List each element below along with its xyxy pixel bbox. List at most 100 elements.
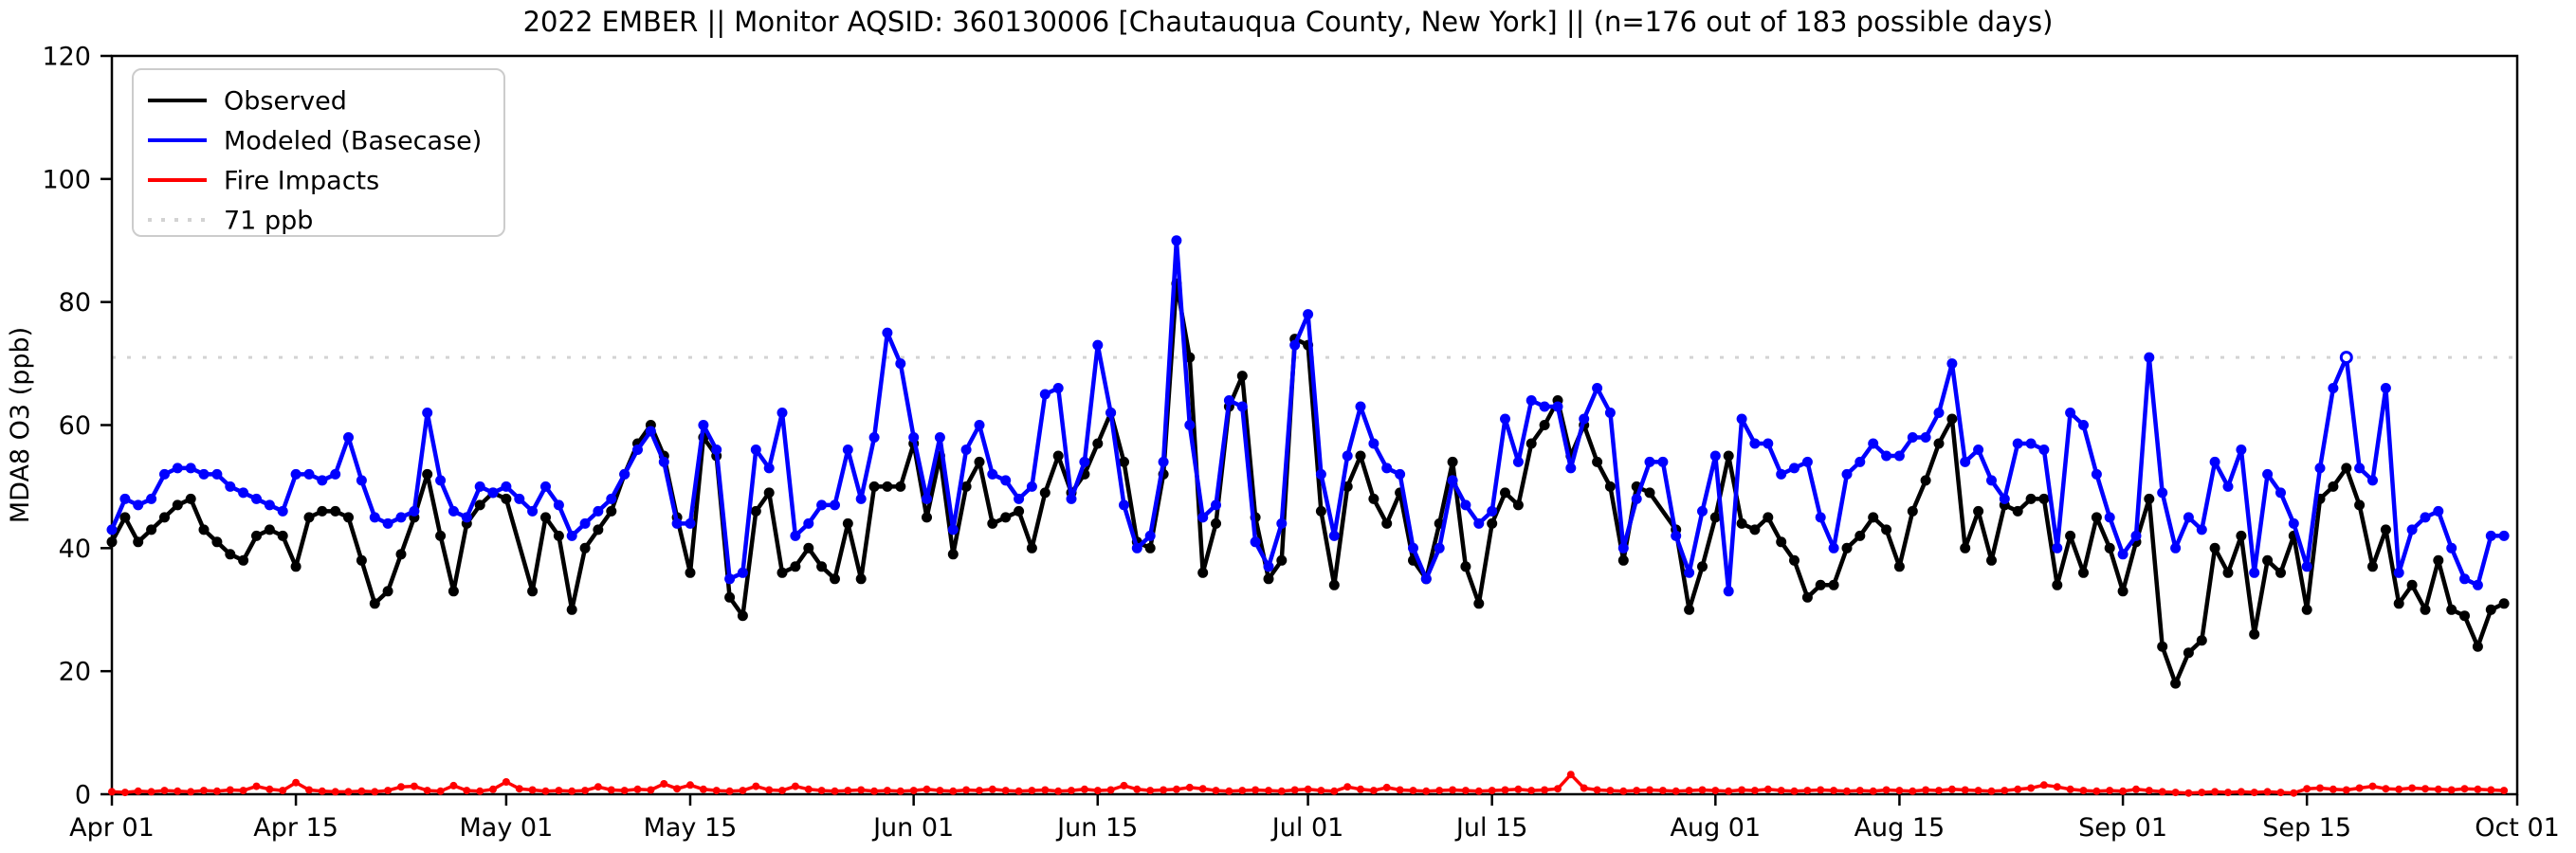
modeled-basecase--marker — [2275, 487, 2286, 499]
modeled-basecase--marker — [133, 499, 144, 511]
observed-marker — [960, 481, 972, 492]
fire-impacts-marker — [2329, 785, 2337, 793]
observed-marker — [1893, 561, 1905, 572]
modeled-basecase--marker — [2354, 463, 2366, 474]
modeled-basecase--marker — [1211, 499, 1221, 511]
fire-impacts-marker — [1843, 787, 1851, 795]
fire-impacts-marker — [647, 786, 655, 794]
fire-impacts-marker — [2053, 783, 2061, 791]
legend-label: Modeled (Basecase) — [224, 126, 482, 155]
fire-impacts-marker — [1133, 785, 1142, 793]
fire-impacts-marker — [1947, 785, 1956, 793]
observed-marker — [2262, 554, 2274, 566]
observed-marker — [2038, 493, 2050, 504]
x-tick-label: Jun 15 — [1055, 813, 1138, 843]
modeled-basecase--marker — [685, 517, 696, 529]
observed-marker — [1512, 499, 1524, 511]
observed-marker — [566, 604, 577, 615]
modeled-basecase--marker — [1276, 517, 1288, 529]
fire-impacts-marker — [607, 786, 615, 794]
modeled-basecase--marker — [1395, 468, 1406, 480]
fire-impacts-marker — [1935, 787, 1943, 795]
modeled-basecase--marker — [251, 493, 262, 504]
fire-impacts-marker — [397, 783, 405, 791]
observed-marker — [737, 610, 748, 622]
fire-impacts-marker — [1987, 787, 1996, 795]
fire-impacts-marker — [1225, 787, 1233, 795]
fire-impacts-marker — [1212, 787, 1220, 795]
observed-marker — [1144, 542, 1156, 554]
observed-marker — [1868, 512, 1879, 523]
fire-impacts-marker — [1080, 785, 1088, 793]
observed-marker — [343, 512, 354, 523]
observed-marker — [2091, 512, 2102, 523]
observed-marker — [1039, 487, 1050, 499]
modeled-basecase--marker — [2288, 517, 2299, 529]
fire-impacts-marker — [252, 782, 261, 790]
observed-marker — [1355, 450, 1366, 462]
fire-impacts-marker — [1672, 787, 1680, 795]
fire-impacts-marker — [1357, 785, 1364, 793]
modeled-basecase--marker — [1434, 542, 1445, 554]
modeled-basecase--marker — [225, 481, 236, 492]
modeled-basecase--marker — [960, 445, 972, 455]
modeled-basecase--marker — [1460, 499, 1471, 511]
modeled-basecase--marker — [422, 408, 433, 418]
legend-label: Observed — [224, 86, 347, 116]
x-tick-label: Jun 01 — [871, 813, 954, 843]
modeled-basecase--marker — [1328, 530, 1340, 541]
modeled-basecase--marker — [2236, 445, 2247, 455]
observed-marker — [593, 524, 604, 535]
modeled-basecase--marker — [1565, 463, 1577, 474]
fire-impacts-marker — [502, 778, 510, 786]
fire-impacts-marker — [1698, 786, 1707, 794]
fire-impacts-marker — [909, 787, 918, 795]
modeled-basecase--marker — [658, 456, 669, 467]
fire-impacts-marker — [2500, 787, 2509, 795]
fire-impacts-marker — [1580, 784, 1588, 792]
observed-marker — [2117, 586, 2128, 597]
modeled-basecase--marker — [159, 468, 170, 480]
fire-impacts-marker — [555, 787, 563, 795]
fire-impacts-marker — [2408, 784, 2417, 792]
fire-impacts-marker — [1685, 787, 1693, 795]
fire-impacts-marker — [1068, 787, 1075, 795]
fire-impacts-marker — [1106, 786, 1115, 794]
fire-impacts-marker — [1790, 787, 1799, 795]
observed-marker — [2236, 530, 2247, 541]
x-tick-label: Apr 01 — [69, 813, 155, 843]
observed-marker — [474, 499, 485, 511]
observed-marker — [1236, 371, 1248, 382]
modeled-basecase--marker — [1197, 512, 1209, 523]
observed-marker — [330, 505, 341, 517]
observed-marker — [2170, 678, 2182, 689]
modeled-basecase--marker — [382, 517, 393, 529]
fire-impacts-marker — [239, 787, 247, 795]
modeled-basecase--marker — [146, 493, 157, 504]
observed-marker — [2420, 604, 2431, 615]
legend-box — [132, 68, 505, 237]
observed-marker — [1000, 512, 1012, 523]
fire-impacts-marker — [279, 787, 287, 795]
modeled-basecase--marker — [1447, 475, 1458, 486]
modeled-basecase--marker — [2170, 542, 2182, 554]
fire-impacts-marker — [1330, 787, 1339, 795]
fire-impacts-marker — [1633, 787, 1641, 795]
fire-impacts-marker — [2079, 787, 2088, 795]
fire-impacts-marker — [2106, 787, 2114, 795]
fire-impacts-marker — [1093, 787, 1102, 795]
fire-impacts-marker — [2276, 789, 2285, 797]
y-axis-label: MDA8 O3 (ppb) — [6, 327, 35, 523]
observed-marker — [2446, 604, 2457, 615]
observed-marker — [553, 530, 564, 541]
modeled-basecase--marker — [1776, 468, 1787, 480]
modeled-basecase--marker — [1250, 536, 1261, 548]
modeled-basecase--marker — [527, 505, 539, 517]
modeled-basecase--marker — [514, 493, 525, 504]
modeled-basecase--marker — [816, 499, 828, 511]
modeled-basecase--marker — [198, 468, 210, 480]
modeled-basecase--marker — [1315, 468, 1326, 480]
fire-impacts-marker — [1658, 787, 1667, 795]
modeled-basecase--marker — [908, 432, 920, 443]
observed-marker — [1014, 505, 1025, 517]
